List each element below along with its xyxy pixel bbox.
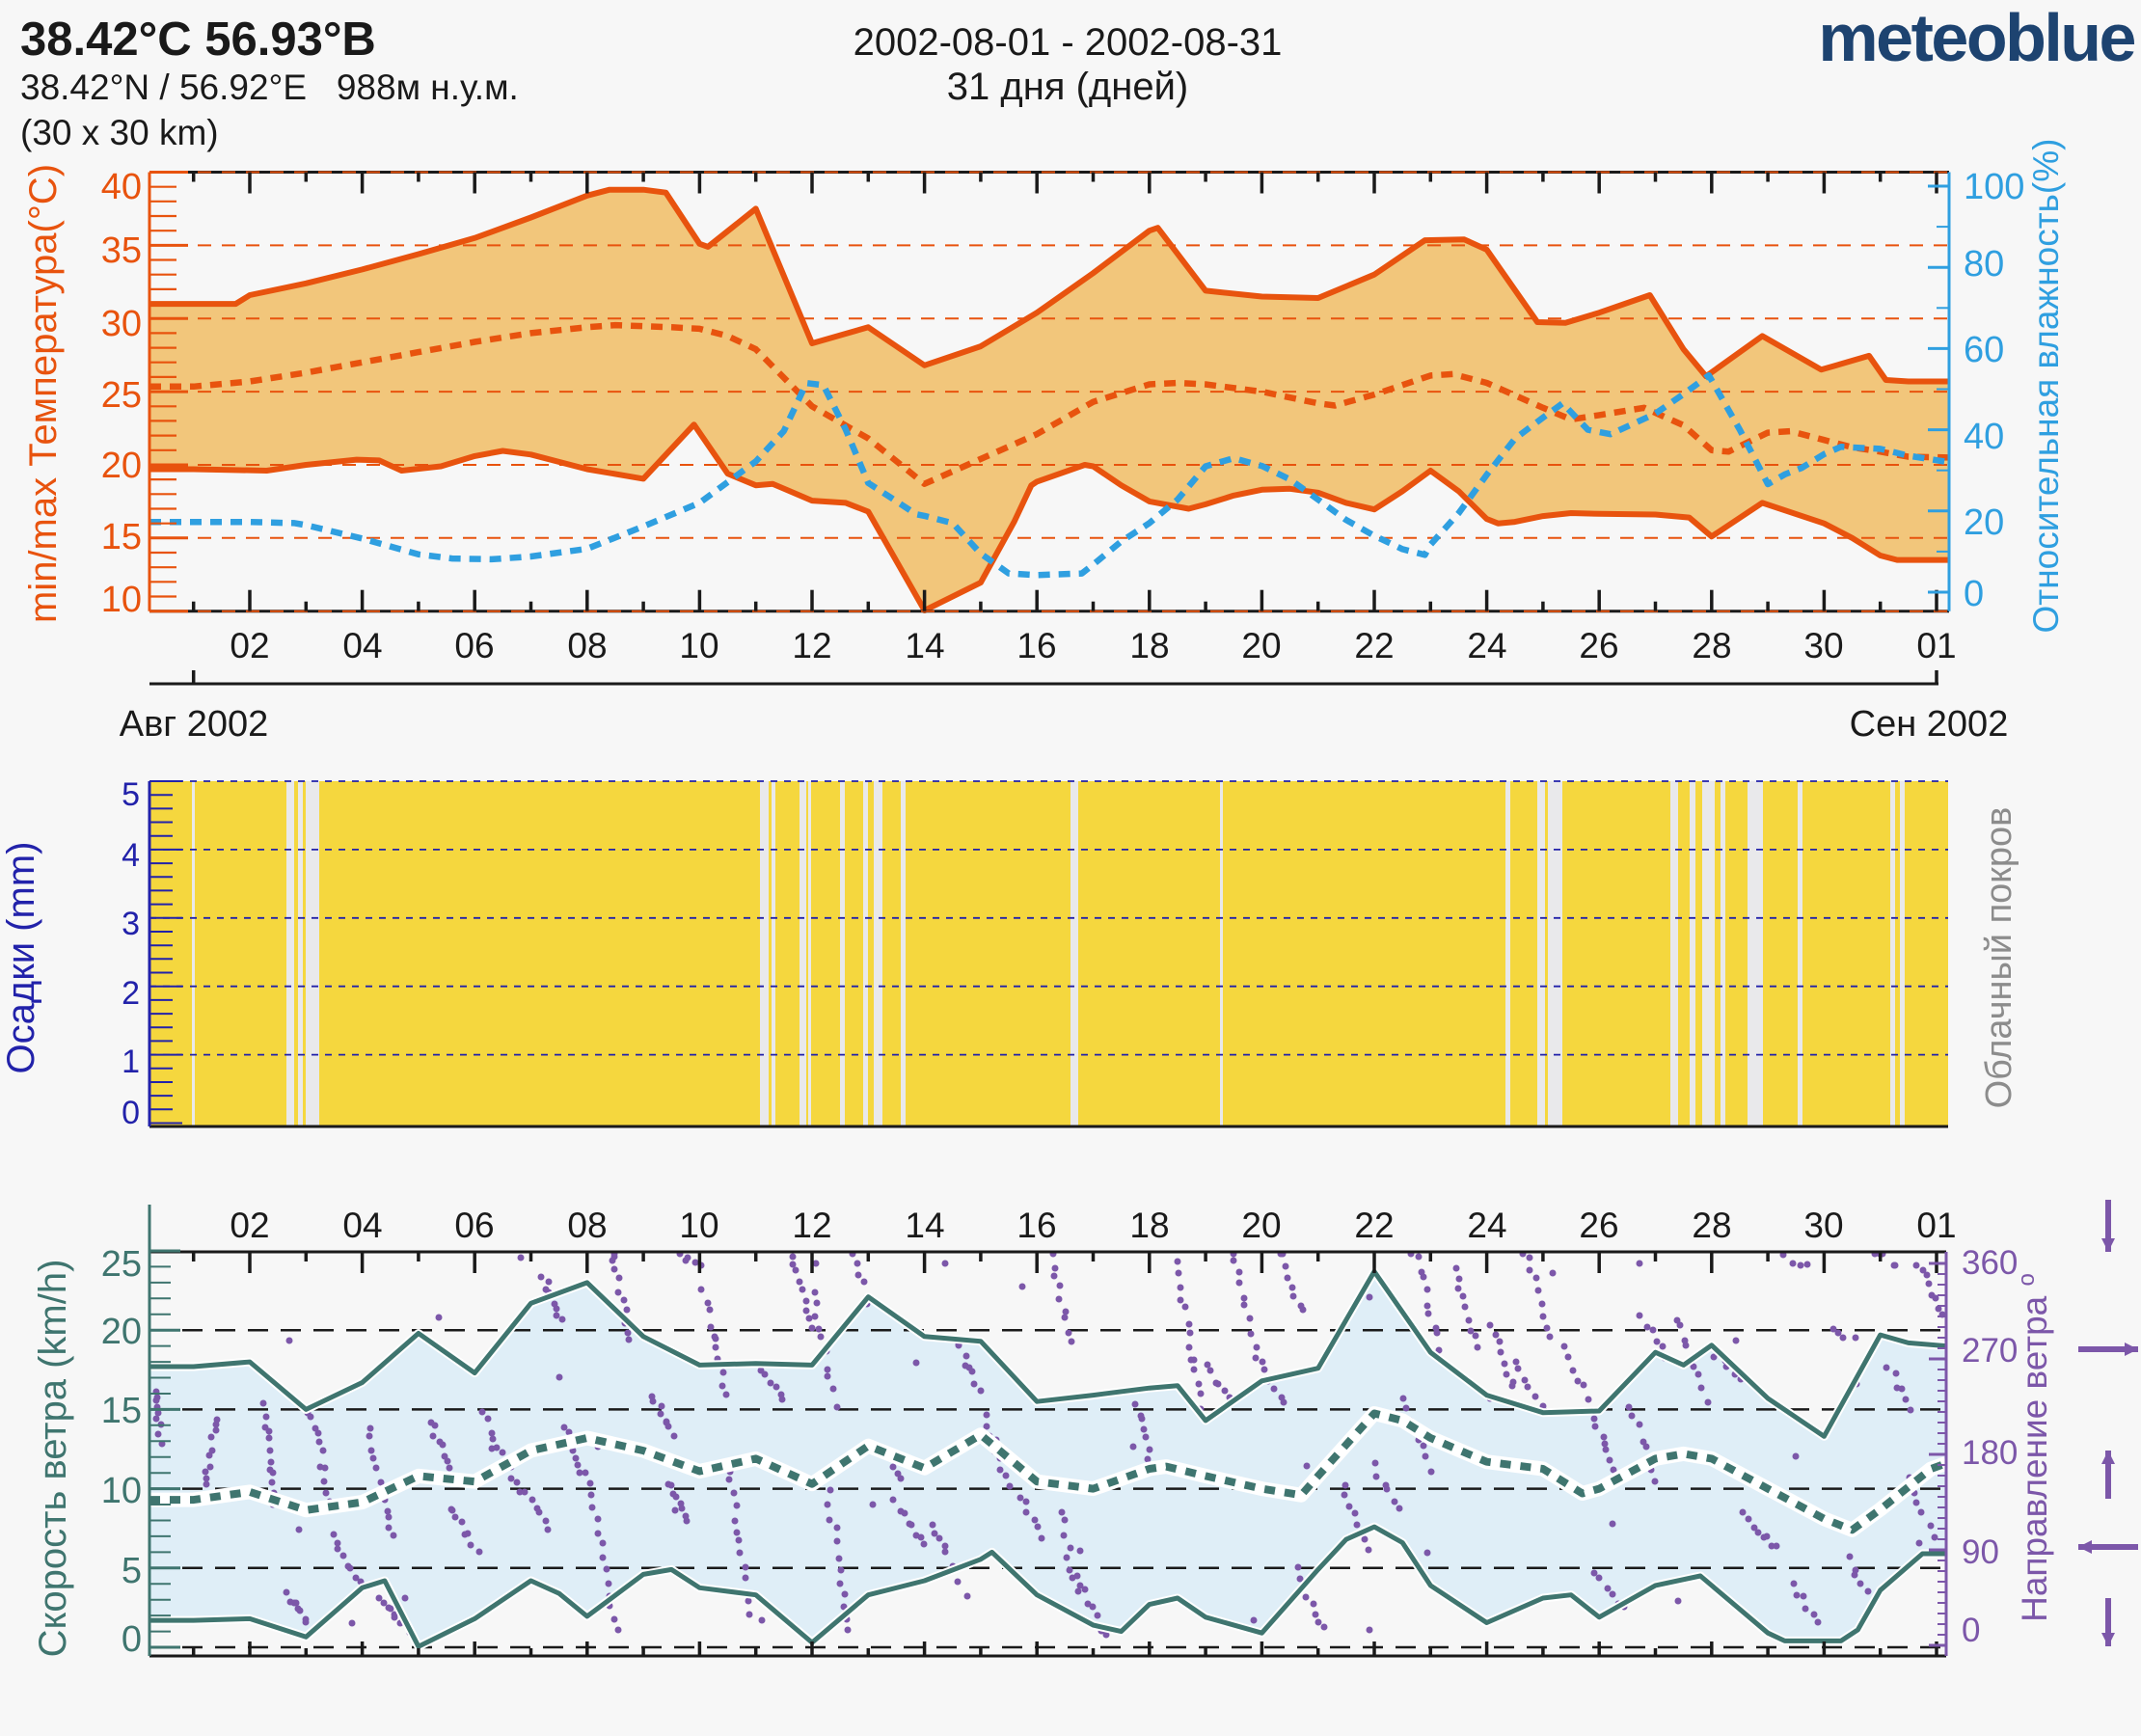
svg-text:20: 20 — [101, 446, 142, 486]
svg-text:30: 30 — [1803, 626, 1843, 665]
svg-text:18: 18 — [1129, 626, 1169, 665]
svg-text:0: 0 — [122, 1619, 142, 1660]
svg-text:Относительная влажность(%): Относительная влажность(%) — [2026, 139, 2066, 634]
svg-text:(30 x 30 km): (30 x 30 km) — [20, 113, 219, 152]
svg-text:360: 360 — [1962, 1244, 2018, 1282]
svg-text:3: 3 — [122, 906, 140, 942]
svg-text:26: 26 — [1579, 1206, 1618, 1245]
svg-text:22: 22 — [1354, 626, 1394, 665]
svg-text:20: 20 — [1241, 1206, 1281, 1245]
svg-text:01: 01 — [1916, 1206, 1956, 1245]
svg-text:min/max Температура(°C): min/max Температура(°C) — [22, 164, 65, 623]
svg-text:10: 10 — [679, 1206, 718, 1245]
svg-text:16: 16 — [1016, 1206, 1056, 1245]
svg-text:Направление ветра o: Направление ветра o — [2014, 1273, 2054, 1622]
svg-text:28: 28 — [1692, 1206, 1731, 1245]
svg-text:1: 1 — [122, 1044, 140, 1080]
svg-text:18: 18 — [1129, 1206, 1169, 1245]
svg-text:Облачный покров: Облачный покров — [1979, 807, 2019, 1109]
svg-text:12: 12 — [792, 626, 831, 665]
svg-text:80: 80 — [1964, 244, 2004, 285]
svg-text:90: 90 — [1962, 1533, 1999, 1571]
svg-text:16: 16 — [1016, 626, 1056, 665]
svg-text:2: 2 — [122, 975, 140, 1012]
svg-text:08: 08 — [567, 1206, 607, 1245]
svg-text:20: 20 — [1241, 626, 1281, 665]
svg-text:31 дня (дней): 31 дня (дней) — [947, 66, 1188, 108]
svg-text:40: 40 — [1964, 417, 2004, 457]
svg-text:Сен 2002: Сен 2002 — [1850, 704, 2009, 745]
svg-text:10: 10 — [101, 1471, 142, 1511]
svg-text:02: 02 — [230, 626, 269, 665]
svg-text:0: 0 — [1964, 574, 1984, 614]
svg-text:40: 40 — [101, 167, 142, 207]
svg-text:25: 25 — [101, 1244, 142, 1285]
svg-text:0: 0 — [122, 1095, 140, 1131]
svg-text:24: 24 — [1467, 626, 1506, 665]
svg-text:10: 10 — [101, 580, 142, 620]
svg-text:15: 15 — [101, 517, 142, 557]
svg-text:5: 5 — [122, 1551, 142, 1591]
svg-text:meteoblue: meteoblue — [1818, 0, 2134, 75]
svg-text:06: 06 — [454, 626, 494, 665]
svg-text:20: 20 — [101, 1312, 142, 1352]
svg-text:12: 12 — [792, 1206, 831, 1245]
svg-text:Осадки (mm): Осадки (mm) — [0, 842, 42, 1074]
svg-text:30: 30 — [1803, 1206, 1843, 1245]
svg-text:02: 02 — [230, 1206, 269, 1245]
svg-text:100: 100 — [1964, 167, 2024, 207]
svg-text:14: 14 — [905, 1206, 944, 1245]
svg-text:2002-08-01 - 2002-08-31: 2002-08-01 - 2002-08-31 — [854, 21, 1283, 64]
svg-text:08: 08 — [567, 626, 607, 665]
svg-text:01: 01 — [1916, 626, 1956, 665]
svg-text:38.42°C 56.93°B: 38.42°C 56.93°B — [20, 14, 376, 66]
svg-text:14: 14 — [905, 626, 944, 665]
svg-text:35: 35 — [101, 231, 142, 271]
svg-text:15: 15 — [101, 1391, 142, 1431]
svg-text:25: 25 — [101, 375, 142, 416]
svg-text:Скорость ветра (km/h): Скорость ветра (km/h) — [32, 1260, 74, 1658]
svg-text:04: 04 — [342, 1206, 382, 1245]
svg-text:28: 28 — [1692, 626, 1731, 665]
svg-text:38.42°N / 56.92°E 988м н.у.м: 38.42°N / 56.92°E 988м н.у.м. — [20, 68, 519, 107]
svg-text:0: 0 — [1962, 1612, 1980, 1649]
svg-text:5: 5 — [122, 776, 140, 813]
svg-text:Авг 2002: Авг 2002 — [120, 704, 269, 745]
svg-text:270: 270 — [1962, 1332, 2018, 1370]
svg-text:24: 24 — [1467, 1206, 1506, 1245]
svg-text:06: 06 — [454, 1206, 494, 1245]
svg-text:26: 26 — [1579, 626, 1618, 665]
svg-text:60: 60 — [1964, 330, 2004, 370]
svg-text:4: 4 — [122, 837, 140, 874]
svg-text:180: 180 — [1962, 1434, 2018, 1472]
svg-text:04: 04 — [342, 626, 382, 665]
svg-text:20: 20 — [1964, 502, 2004, 543]
svg-text:22: 22 — [1354, 1206, 1394, 1245]
svg-text:10: 10 — [679, 626, 718, 665]
svg-text:30: 30 — [101, 304, 142, 344]
